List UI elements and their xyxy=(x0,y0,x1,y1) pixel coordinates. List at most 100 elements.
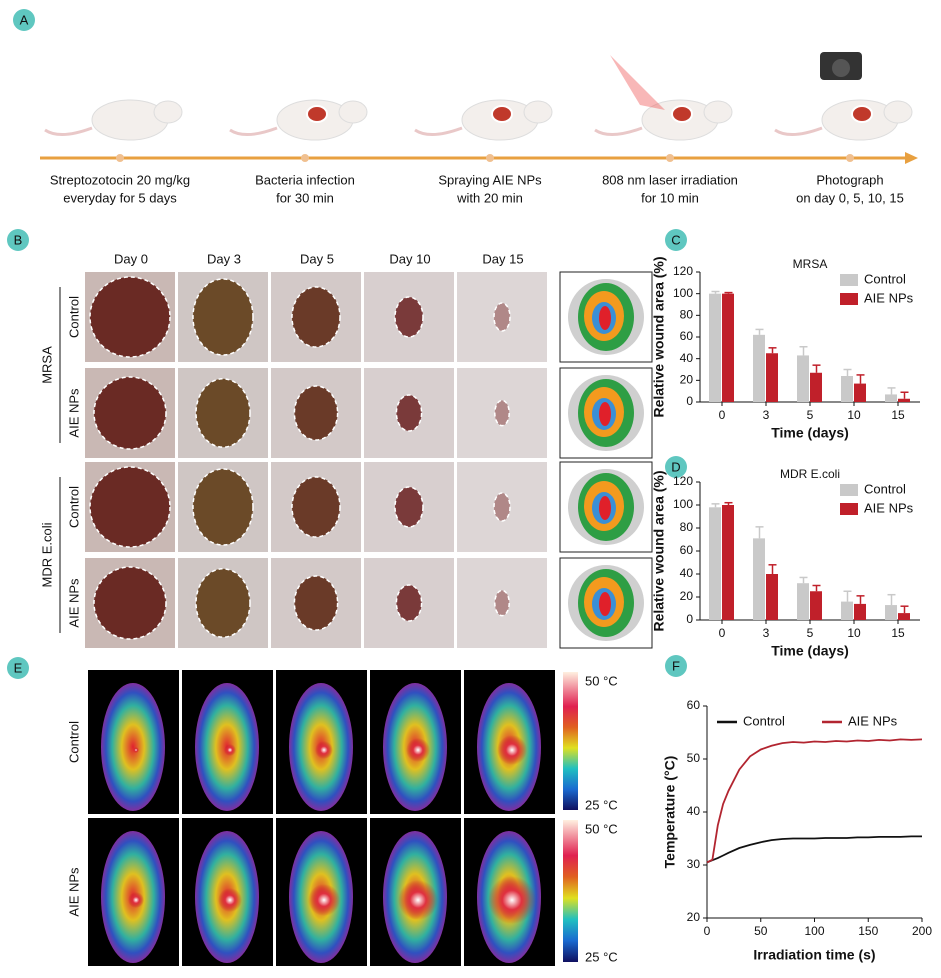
bar xyxy=(797,355,809,402)
mouse-tail xyxy=(594,126,643,136)
bar xyxy=(810,372,822,402)
panel-letter: C xyxy=(671,232,680,247)
y-tick-label: 20 xyxy=(680,373,694,387)
bar xyxy=(753,334,765,402)
x-tick-label: 10 xyxy=(847,408,861,422)
mouse-head xyxy=(703,100,733,124)
x-tick-label: 0 xyxy=(719,408,726,422)
line-series xyxy=(706,738,923,864)
x-tick-label: 100 xyxy=(804,924,824,938)
bar xyxy=(766,353,778,402)
timeline-dot xyxy=(486,154,494,162)
hot-spot xyxy=(315,741,333,759)
x-tick-label: 0 xyxy=(704,924,711,938)
wound-area xyxy=(494,589,510,617)
timeline-dot xyxy=(301,154,309,162)
x-tick-label: 15 xyxy=(891,408,905,422)
wound-area xyxy=(93,566,167,640)
y-tick-label: 100 xyxy=(673,286,693,300)
panel-letter: A xyxy=(20,12,29,27)
y-tick-label: 40 xyxy=(687,804,701,818)
y-axis-label: Relative wound area (%) xyxy=(651,470,667,631)
wound-area xyxy=(291,476,341,538)
timeline-dot xyxy=(116,154,124,162)
scale-min: 25 °C xyxy=(585,949,618,964)
overlay-day15 xyxy=(599,402,611,426)
y-tick-label: 20 xyxy=(687,910,701,924)
y-tick-label: 0 xyxy=(686,612,693,626)
x-axis-label: Time (days) xyxy=(771,425,849,441)
hot-spot xyxy=(218,888,242,912)
y-tick-label: 60 xyxy=(687,698,701,712)
legend-label: Control xyxy=(864,271,906,286)
color-bar xyxy=(563,672,578,810)
step-label: everyday for 5 days xyxy=(63,190,177,205)
wound-area xyxy=(394,296,424,338)
step-label: for 30 min xyxy=(276,190,334,205)
step-label: Streptozotocin 20 mg/kg xyxy=(50,172,190,187)
panel-badge xyxy=(665,456,687,478)
legend-swatch xyxy=(840,274,858,286)
bar xyxy=(885,394,897,402)
hot-spot xyxy=(224,744,236,756)
group-label: MDR E.coli xyxy=(39,522,54,587)
wound-area xyxy=(89,466,171,548)
panel-badge xyxy=(7,229,29,251)
panel-letter: D xyxy=(671,459,680,474)
y-tick-label: 30 xyxy=(687,857,701,871)
y-axis-label: Temperature (°C) xyxy=(662,756,678,869)
timeline-dot xyxy=(846,154,854,162)
x-axis-label: Time (days) xyxy=(771,643,849,659)
bar xyxy=(854,603,866,620)
hot-spot xyxy=(308,884,340,916)
wound-area xyxy=(192,468,254,546)
bar xyxy=(898,613,910,620)
scale-max: 50 °C xyxy=(585,821,618,836)
y-tick-label: 50 xyxy=(687,751,701,765)
bar xyxy=(722,293,734,402)
wound-area xyxy=(93,376,167,450)
panel-badge xyxy=(13,9,35,31)
y-tick-label: 60 xyxy=(680,329,694,343)
y-tick-label: 120 xyxy=(673,264,693,278)
chart-title: MRSA xyxy=(793,257,828,271)
step-label: Photograph xyxy=(816,172,883,187)
y-tick-label: 40 xyxy=(680,351,694,365)
x-tick-label: 10 xyxy=(847,626,861,640)
line-series xyxy=(706,835,922,864)
mouse-head xyxy=(523,100,553,124)
wound-area xyxy=(394,486,424,528)
x-axis-label: Irradiation time (s) xyxy=(753,947,875,963)
y-axis-label: Relative wound area (%) xyxy=(651,256,667,417)
panel-badge xyxy=(665,229,687,251)
panel-badge xyxy=(665,655,687,677)
y-tick-label: 100 xyxy=(673,497,693,511)
hot-spot xyxy=(488,876,536,924)
arrow-head xyxy=(905,152,918,164)
group-label: MRSA xyxy=(39,346,54,384)
y-tick-label: 80 xyxy=(680,520,694,534)
step-label: for 10 min xyxy=(641,190,699,205)
mouse-tail xyxy=(774,126,823,136)
step-label: 808 nm laser irradiation xyxy=(602,172,738,187)
bar xyxy=(841,601,853,620)
y-tick-label: 80 xyxy=(680,308,694,322)
step-label: with 20 min xyxy=(456,190,523,205)
x-tick-label: 3 xyxy=(763,408,770,422)
bar xyxy=(810,591,822,620)
x-tick-label: 5 xyxy=(807,626,814,640)
bar xyxy=(841,376,853,402)
row-label: Control xyxy=(66,296,81,338)
bar xyxy=(885,605,897,620)
static-art xyxy=(40,152,918,164)
step-label: on day 0, 5, 10, 15 xyxy=(796,190,904,205)
panel-letter: B xyxy=(14,232,23,247)
hot-spot xyxy=(128,892,144,908)
hot-spot xyxy=(406,738,430,762)
row-label: AIE NPs xyxy=(66,578,81,628)
x-tick-label: 0 xyxy=(719,626,726,640)
scale-min: 25 °C xyxy=(585,797,618,812)
step-label: Bacteria infection xyxy=(255,172,355,187)
mouse-head xyxy=(883,100,913,124)
bar xyxy=(766,574,778,620)
